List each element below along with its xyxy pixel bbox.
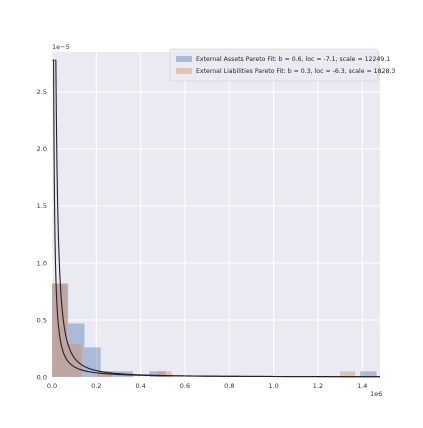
x-tick-label: 1.4	[357, 382, 367, 390]
x-tick-label: 0.8	[224, 382, 234, 390]
legend-box	[169, 48, 379, 82]
y-tick-label: 0.5	[37, 316, 47, 324]
legend-swatch-assets	[176, 56, 192, 62]
assets-bar	[84, 347, 101, 377]
assets-bar	[360, 371, 377, 377]
y-tick-label: 2.0	[37, 145, 47, 153]
y-tick-label: 0.0	[37, 373, 47, 381]
grid	[51, 52, 380, 378]
x-tick-label: 0.4	[135, 382, 145, 390]
assets-bar	[149, 371, 166, 377]
fit-curves	[52, 59, 380, 378]
x-tick-label: 0.6	[180, 382, 190, 390]
liabilities-bar	[156, 371, 172, 377]
legend-label-liabilities: External Liabilities Pareto Fit: b = 0.3…	[196, 68, 395, 75]
legend-label-assets: External Assets Pareto Fit: b = 0.6, loc…	[196, 56, 390, 63]
x-tick-label: 1.2	[313, 382, 323, 390]
liabilities-fit-line	[52, 59, 380, 378]
x-tick-label: 1.0	[268, 382, 278, 390]
tick-labels: 0.0 0.2 0.4 0.6 0.8 1.0 1.2 1.4 0.0 0.5 1.0 1.5 2.0 2…	[37, 88, 368, 390]
liabilities-bar	[340, 371, 356, 377]
x-axis-multiplier: 1e6	[370, 390, 382, 398]
y-axis-multiplier: 1e−5	[52, 43, 70, 51]
plot-background	[52, 52, 380, 377]
y-tick-label: 2.5	[37, 88, 47, 96]
y-tick-label: 1.5	[37, 202, 47, 210]
legend-swatch-liabilities	[176, 68, 192, 74]
y-tick-label: 1.0	[37, 259, 47, 267]
x-tick-label: 0.2	[91, 382, 101, 390]
x-tick-label: 0.0	[47, 382, 57, 390]
legend: External Assets Pareto Fit: b = 0.6, loc…	[169, 48, 395, 82]
